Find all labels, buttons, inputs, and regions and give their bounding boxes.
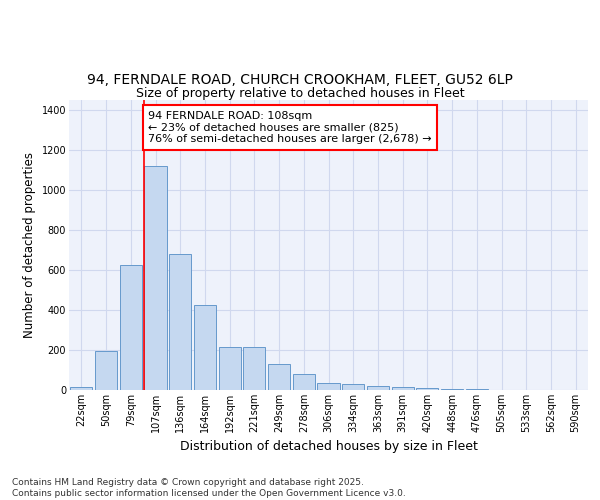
Text: Size of property relative to detached houses in Fleet: Size of property relative to detached ho…	[136, 87, 464, 100]
Bar	[317, 383, 340, 390]
Y-axis label: Number of detached properties: Number of detached properties	[23, 152, 36, 338]
Bar	[194, 305, 216, 390]
Bar	[342, 384, 364, 390]
Bar	[392, 387, 414, 390]
Bar	[268, 364, 290, 390]
Text: 94 FERNDALE ROAD: 108sqm
← 23% of detached houses are smaller (825)
76% of semi-: 94 FERNDALE ROAD: 108sqm ← 23% of detach…	[148, 111, 432, 144]
Text: 94, FERNDALE ROAD, CHURCH CROOKHAM, FLEET, GU52 6LP: 94, FERNDALE ROAD, CHURCH CROOKHAM, FLEE…	[87, 74, 513, 88]
Bar	[218, 347, 241, 390]
X-axis label: Distribution of detached houses by size in Fleet: Distribution of detached houses by size …	[179, 440, 478, 454]
Bar	[367, 386, 389, 390]
Bar	[95, 351, 117, 390]
Bar	[70, 387, 92, 390]
Bar	[441, 389, 463, 390]
Bar	[119, 265, 142, 390]
Bar	[145, 166, 167, 390]
Text: Contains HM Land Registry data © Crown copyright and database right 2025.
Contai: Contains HM Land Registry data © Crown c…	[12, 478, 406, 498]
Bar	[293, 374, 315, 390]
Bar	[169, 254, 191, 390]
Bar	[416, 388, 439, 390]
Bar	[243, 347, 265, 390]
